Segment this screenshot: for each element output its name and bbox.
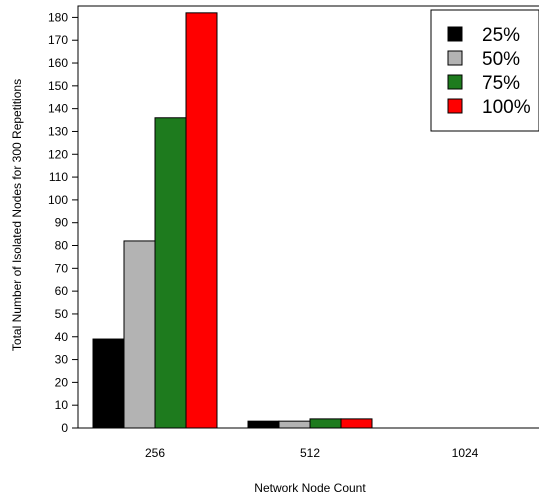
y-tick-label: 100 (48, 193, 68, 207)
legend-swatch (447, 50, 463, 66)
y-tick-label: 160 (48, 56, 68, 70)
bar-50pct-256 (123, 240, 156, 429)
bar-25pct-512 (247, 420, 280, 429)
y-axis-label: Total Number of Isolated Nodes for 300 R… (10, 79, 24, 351)
bar-75pct-256 (154, 117, 187, 429)
y-tick-label: 50 (55, 307, 69, 321)
legend-label: 100% (482, 97, 531, 118)
bar-25pct-256 (92, 338, 125, 429)
y-tick-label: 150 (48, 79, 68, 93)
x-axis-label: Network Node Count (254, 481, 366, 495)
legend-swatch (447, 98, 463, 114)
bars (92, 12, 373, 429)
legend-swatch (447, 26, 463, 42)
legend-label: 25% (482, 25, 520, 46)
bar-50pct-512 (278, 420, 311, 429)
y-tick-label: 120 (48, 147, 68, 161)
x-tick-label: 512 (300, 446, 320, 460)
y-tick-label: 110 (49, 170, 68, 184)
y-tick-label: 60 (55, 284, 69, 298)
y-tick-label: 140 (48, 102, 68, 116)
y-tick-label: 80 (55, 239, 69, 253)
y-tick-label: 130 (48, 124, 68, 138)
y-tick-label: 170 (48, 33, 68, 47)
legend-label: 75% (482, 73, 520, 94)
x-axis: 256 512 1024 (145, 446, 479, 460)
y-tick-label: 180 (48, 10, 68, 24)
y-tick-label: 30 (55, 353, 69, 367)
y-tick-label: 90 (55, 216, 69, 230)
bar-100pct-512 (340, 418, 373, 429)
legend-label: 50% (482, 49, 520, 70)
y-tick-label: 10 (55, 398, 69, 412)
bar-75pct-512 (309, 418, 342, 429)
y-axis: 0 10 20 30 40 50 60 70 80 90 100 110 120 130 140 150 160… (48, 10, 79, 435)
legend: 25% 50% 75% 100% (430, 9, 539, 132)
bar-100pct-256 (185, 12, 218, 429)
x-tick-label: 256 (145, 446, 165, 460)
y-tick-label: 70 (55, 261, 69, 275)
y-tick-label: 20 (55, 375, 69, 389)
legend-swatch (447, 74, 463, 90)
y-tick-label: 40 (55, 330, 69, 344)
y-tick-label: 0 (61, 421, 68, 435)
x-tick-label: 1024 (452, 446, 479, 460)
